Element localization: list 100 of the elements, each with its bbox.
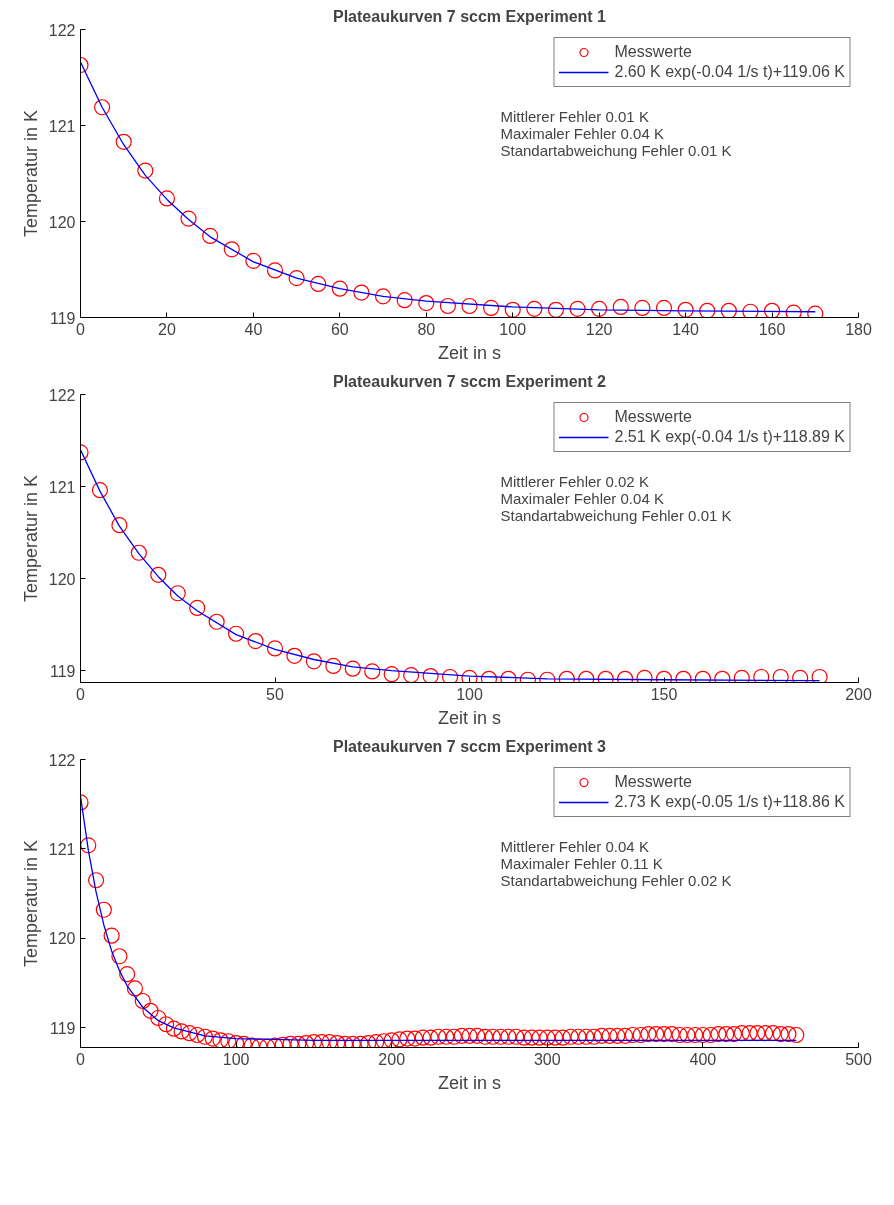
- x-tick-label: 500: [845, 1050, 872, 1068]
- point: [439, 297, 456, 315]
- x-tick-label: 100: [222, 1050, 250, 1068]
- point: [396, 292, 413, 309]
- point: [137, 162, 154, 179]
- annotation: Mittlerer Fehler 0.01 K: [500, 107, 649, 125]
- legend-label: 2.51 K exp(-0.04 1/s t)+118.89 K: [614, 428, 845, 446]
- legend-label: Messwerte: [614, 408, 692, 426]
- point: [223, 241, 240, 258]
- x-tick-label: 80: [417, 320, 436, 338]
- line-series: [80, 449, 821, 682]
- point: [383, 666, 400, 683]
- x-axis-title: Zeit in s: [437, 342, 502, 363]
- x-tick-label: 200: [845, 685, 872, 703]
- annotation: Maximaler Fehler 0.04 K: [500, 124, 664, 142]
- point: [247, 633, 264, 650]
- x-tick-label: 60: [330, 320, 349, 338]
- x-tick-label: 100: [456, 685, 483, 703]
- point: [753, 668, 770, 683]
- point: [636, 669, 653, 683]
- y-tick-label: 120: [48, 570, 76, 588]
- point: [310, 275, 327, 292]
- legend-label: 2.60 K exp(-0.04 1/s t)+119.06 K: [614, 63, 845, 81]
- y-tick-label: 120: [48, 213, 76, 231]
- chart-title: Plateaukurven 7 sccm Experiment 3: [332, 737, 607, 755]
- x-tick-label: 0: [76, 685, 86, 703]
- annotation: Standartabweichung Fehler 0.02 K: [500, 871, 732, 889]
- y-tick-label: 121: [48, 117, 76, 135]
- point: [547, 301, 565, 318]
- y-axis-title: Temperatur in K: [20, 474, 41, 603]
- point: [266, 262, 284, 279]
- point: [331, 280, 348, 297]
- point: [733, 669, 750, 683]
- x-tick-label: 120: [585, 320, 613, 338]
- annotation: Standartabweichung Fehler 0.01 K: [500, 141, 732, 159]
- point: [699, 302, 716, 318]
- legend-label: Messwerte: [614, 43, 692, 61]
- point: [526, 300, 543, 317]
- point: [305, 653, 322, 670]
- x-tick-label: 300: [533, 1050, 561, 1068]
- y-tick-label: 121: [48, 840, 76, 858]
- point: [483, 299, 500, 316]
- point: [569, 300, 586, 317]
- point: [158, 190, 176, 207]
- point: [612, 298, 629, 316]
- x-tick-label: 400: [689, 1050, 717, 1068]
- point: [422, 667, 439, 683]
- point: [742, 303, 759, 318]
- x-tick-label: 40: [244, 320, 263, 338]
- point: [189, 599, 206, 617]
- point: [266, 640, 284, 657]
- x-tick-label: 100: [499, 320, 527, 338]
- y-tick-label: 119: [49, 662, 76, 680]
- point: [180, 210, 197, 227]
- point: [111, 517, 128, 534]
- point: [130, 544, 147, 561]
- point: [91, 482, 109, 499]
- point: [353, 284, 370, 301]
- x-tick-label: 0: [76, 1050, 86, 1068]
- x-tick-label: 140: [672, 320, 700, 338]
- point: [763, 302, 781, 318]
- point: [94, 99, 111, 116]
- point: [591, 300, 608, 317]
- point: [792, 669, 809, 683]
- point: [772, 668, 789, 683]
- point: [245, 252, 262, 269]
- x-axis-title: Zeit in s: [437, 707, 502, 728]
- annotation: Maximaler Fehler 0.11 K: [500, 854, 663, 872]
- chart-title: Plateaukurven 7 sccm Experiment 1: [332, 7, 607, 25]
- annotation: Maximaler Fehler 0.04 K: [500, 489, 664, 507]
- legend-label: 2.73 K exp(-0.05 1/s t)+118.86 K: [614, 793, 845, 811]
- y-tick-label: 119: [49, 309, 76, 327]
- x-tick-label: 200: [378, 1050, 406, 1068]
- point: [208, 613, 225, 630]
- point: [403, 667, 420, 683]
- y-tick-label: 120: [48, 930, 76, 948]
- point: [655, 299, 673, 316]
- point: [720, 302, 737, 318]
- y-tick-label: 122: [48, 751, 76, 769]
- x-tick-label: 160: [758, 320, 786, 338]
- x-tick-label: 50: [266, 685, 284, 703]
- point: [115, 133, 132, 150]
- point: [202, 227, 219, 244]
- annotation: Mittlerer Fehler 0.02 K: [500, 472, 649, 490]
- y-tick-label: 122: [48, 21, 76, 39]
- point: [150, 566, 167, 583]
- x-tick-label: 20: [158, 320, 176, 338]
- annotation: Standartabweichung Fehler 0.01 K: [500, 506, 732, 524]
- chart-title: Plateaukurven 7 sccm Experiment 2: [332, 372, 607, 390]
- point: [811, 668, 828, 683]
- point: [461, 669, 478, 683]
- y-tick-label: 122: [48, 386, 76, 404]
- point: [374, 288, 392, 305]
- point: [286, 647, 303, 664]
- legend-label: Messwerte: [614, 773, 692, 791]
- annotation: Mittlerer Fehler 0.04 K: [500, 837, 649, 855]
- x-tick-label: 0: [76, 320, 86, 338]
- point: [228, 625, 245, 642]
- point: [504, 301, 521, 318]
- y-tick-label: 121: [48, 478, 76, 496]
